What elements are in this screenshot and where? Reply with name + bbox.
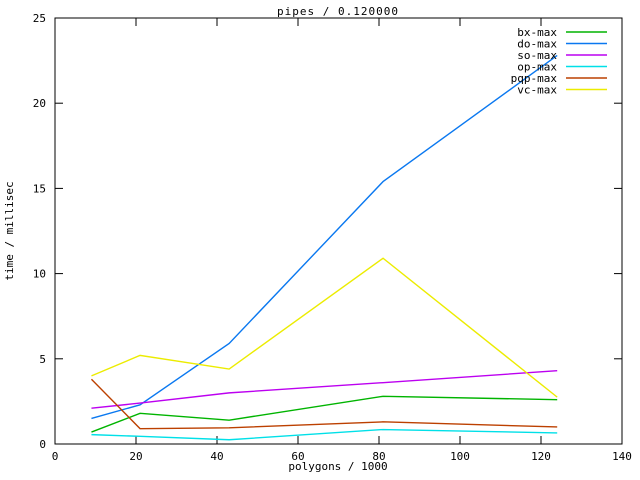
series-line-do-max [91,54,558,420]
series-line-so-max [91,370,558,409]
y-tick-label: 10 [33,268,46,281]
x-tick-label: 0 [52,450,59,463]
series-line-op-max [91,428,558,441]
y-tick-label: 5 [39,353,46,366]
chart-title: pipes / 0.120000 [277,5,399,18]
x-tick-label: 140 [612,450,632,463]
legend-label-bx-max: bx-max [517,26,557,39]
x-tick-label: 120 [531,450,551,463]
x-tick-label: 20 [129,450,142,463]
series-line-bx-max [91,395,558,433]
y-tick-label: 20 [33,97,46,110]
series-line-vc-max [91,257,558,398]
x-tick-label: 80 [372,450,385,463]
x-tick-label: 40 [210,450,223,463]
legend-label-pqp-max: pqp-max [511,72,558,85]
x-tick-label: 100 [450,450,470,463]
legend-label-vc-max: vc-max [517,84,557,97]
plot-border [54,17,623,445]
x-tick-label: 60 [291,450,304,463]
y-tick-label: 0 [39,438,46,451]
series-line-pqp-max [90,378,558,430]
y-tick-label: 25 [33,12,46,25]
y-axis-label: time / millisec [3,181,16,280]
plot-series [90,54,558,441]
legend-label-so-max: so-max [517,49,557,62]
legend-label-do-max: do-max [517,38,557,51]
x-axis-label: polygons / 1000 [288,460,387,473]
legend-label-op-max: op-max [517,61,557,74]
y-tick-label: 15 [33,182,46,195]
plot-frame: 0 20 40 60 80 100 120 140 0 5 10 15 20 25 [33,12,632,463]
